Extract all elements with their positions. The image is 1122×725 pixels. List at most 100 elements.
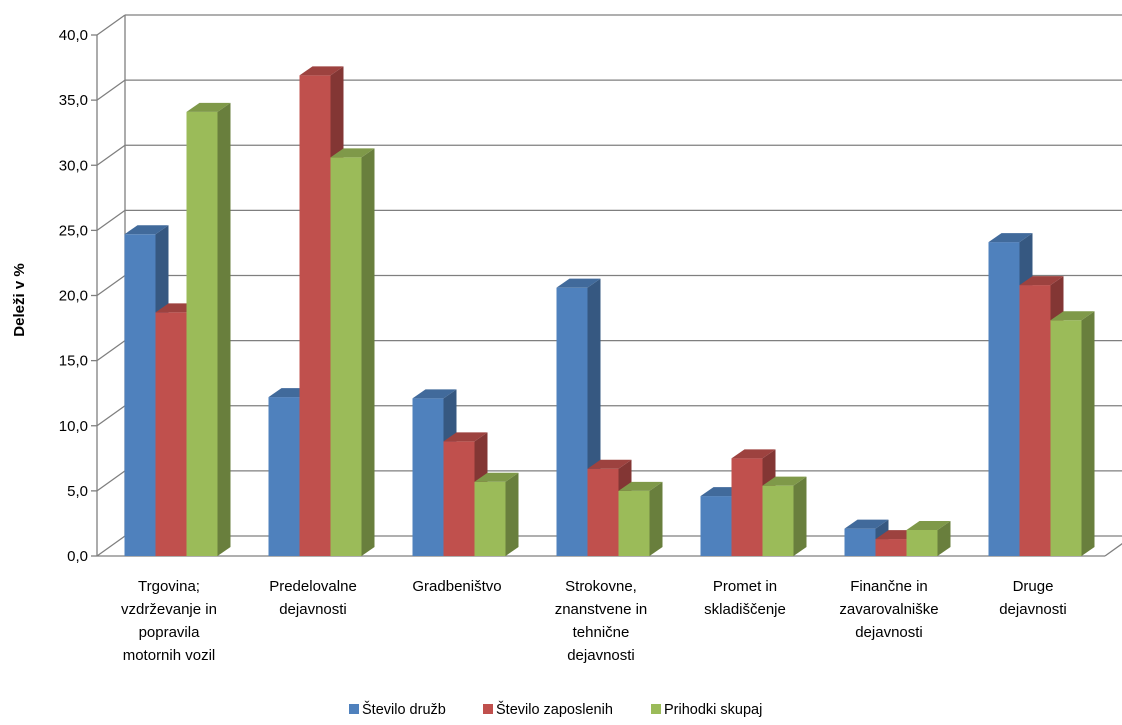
bar — [906, 520, 951, 556]
bar-side — [505, 472, 519, 556]
y-tick-label: 15,0 — [59, 353, 88, 370]
y-axis-label: Deleži v % — [11, 263, 28, 336]
bar-front — [443, 441, 475, 556]
x-axis-categories: Trgovina; vzdrževanje in popravila motornih… — [121, 578, 1067, 664]
x-tick-label: znanstvene in — [555, 601, 648, 618]
bar-front — [330, 157, 362, 556]
y-tick-label: 0,0 — [67, 548, 88, 565]
bar-side — [649, 481, 663, 556]
bar-side — [217, 102, 231, 556]
bar-front — [299, 75, 331, 556]
bar-top — [731, 449, 776, 459]
legend-swatch — [483, 704, 493, 714]
x-tick-label: dejavnosti — [855, 624, 923, 641]
y-tick-label: 20,0 — [59, 288, 88, 305]
bar-front — [988, 242, 1020, 556]
bar — [762, 476, 807, 556]
x-tick-label: Predelovalne — [269, 578, 357, 595]
bar-side — [361, 148, 375, 556]
bar-side — [937, 520, 951, 556]
y-tick-label: 40,0 — [59, 27, 88, 44]
bar-front — [1019, 285, 1051, 556]
x-tick-label: Druge — [1013, 578, 1054, 595]
legend-item: Prihodki skupaj — [651, 702, 762, 718]
x-tick-label: skladiščenje — [704, 601, 786, 618]
x-tick-label: Promet in — [713, 578, 777, 595]
gridline-diagonal — [96, 470, 126, 492]
bar-side — [793, 476, 807, 556]
legend: Število družb Število zaposlenih Prihodki … — [349, 701, 762, 718]
x-tick-label: dejavnosti — [279, 601, 347, 618]
x-tick-label: dejavnosti — [999, 601, 1067, 618]
bar-top — [299, 66, 344, 76]
gridline-diagonal — [96, 535, 126, 557]
x-tick-label: popravila — [139, 624, 201, 641]
bar-front — [186, 111, 218, 556]
bar — [186, 102, 231, 556]
gridline-diagonal — [96, 274, 126, 297]
bar-top — [1019, 276, 1064, 286]
x-tick-label: Trgovina; — [138, 578, 200, 595]
bar-front — [844, 528, 876, 556]
bar-side — [1081, 311, 1095, 556]
bar-front — [731, 458, 763, 556]
x-tick-label: tehnične — [573, 624, 630, 641]
y-tick-label: 10,0 — [59, 418, 88, 435]
bar-top — [474, 472, 519, 482]
x-tick-label: Finančne in — [850, 578, 928, 595]
gridline-diagonal — [96, 209, 126, 231]
bar-front — [875, 539, 907, 556]
gridline-diagonal — [96, 340, 126, 362]
y-tick-label: 30,0 — [59, 157, 88, 174]
bar-front — [618, 490, 650, 556]
bar — [474, 472, 519, 556]
bar-top — [186, 102, 231, 112]
legend-item: Število družb — [349, 701, 446, 718]
x-tick-label: Gradbeništvo — [412, 578, 501, 595]
legend-swatch — [349, 704, 359, 714]
gridline-diagonal — [96, 79, 126, 101]
bar-top — [762, 476, 807, 486]
x-tick-label: Strokovne, — [565, 578, 637, 595]
bar-front — [268, 397, 300, 556]
legend-label: Prihodki skupaj — [664, 702, 762, 718]
bar-front — [124, 234, 156, 556]
x-tick-label: dejavnosti — [567, 647, 635, 664]
y-tick-label: 25,0 — [59, 222, 88, 239]
x-tick-label: vzdrževanje in — [121, 601, 217, 618]
bar — [330, 148, 375, 556]
floor-right-edge — [1104, 543, 1122, 557]
bar-front — [412, 398, 444, 556]
legend-label: Število zaposlenih — [496, 701, 613, 718]
bar-front — [587, 468, 619, 556]
x-tick-label: motornih vozil — [123, 647, 216, 664]
bar-top — [124, 225, 169, 235]
bar — [1050, 311, 1095, 556]
bar-top — [330, 148, 375, 158]
bar-top — [587, 459, 632, 469]
bar-front — [556, 287, 588, 556]
gridline-diagonal — [96, 144, 126, 166]
bar-top — [844, 519, 889, 529]
x-tick-label: zavarovalniške — [839, 601, 938, 618]
legend-label: Število družb — [362, 701, 446, 718]
bars — [124, 66, 1095, 556]
bar-front — [762, 485, 794, 556]
bar-front — [155, 312, 187, 556]
bar-top — [443, 432, 488, 442]
bar-top — [556, 278, 601, 288]
bar-front — [1050, 320, 1082, 556]
bar-top — [988, 233, 1033, 243]
y-tick-label: 35,0 — [59, 92, 88, 109]
bar — [618, 481, 663, 556]
gridline-diagonal — [96, 14, 126, 36]
bar-front — [906, 529, 938, 556]
bar-top — [412, 389, 457, 399]
y-tick-label: 5,0 — [67, 483, 88, 500]
bar-front — [700, 496, 732, 556]
legend-item: Število zaposlenih — [483, 701, 613, 718]
y-axis-ticks: 0,0 5,0 10,0 15,0 20,0 25,0 30,0 35,0 40,0 — [59, 27, 88, 565]
bar-top — [618, 481, 663, 491]
